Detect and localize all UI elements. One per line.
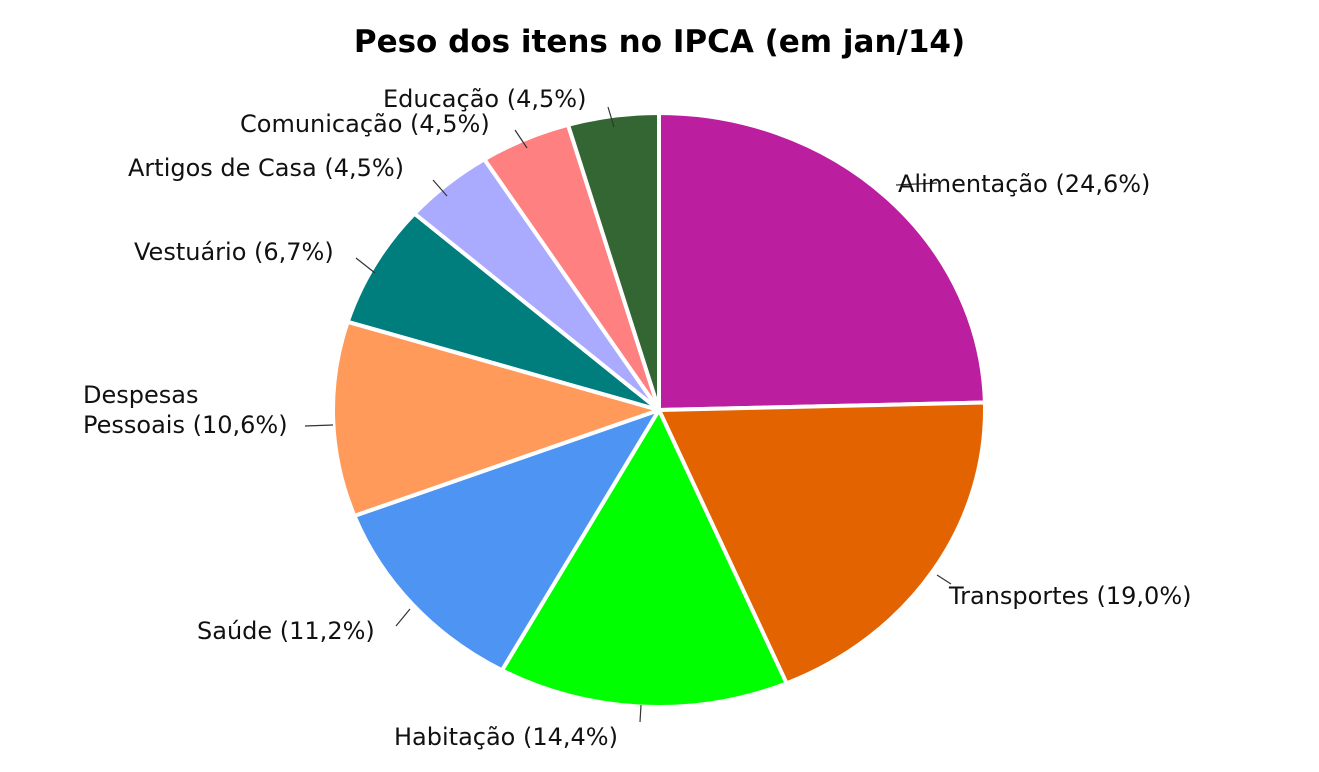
leader-line (304, 424, 334, 427)
leader-line (895, 182, 938, 186)
slice-label: Educação (4,5%) (383, 85, 586, 113)
slice-label: Saúde (11,2%) (197, 617, 375, 645)
slice-label: Comunicação (4,5%) (240, 110, 490, 138)
leader-line (432, 179, 448, 197)
slice-label: Vestuário (6,7%) (134, 238, 334, 266)
pie-slice-vestu-rio (345, 211, 661, 412)
slice-label: Alimentação (24,6%) (898, 170, 1150, 198)
pie-slice-alimenta-o (657, 111, 987, 412)
pie-slice-despesas-pessoais (331, 319, 661, 518)
pie-slice-habita-o (499, 408, 789, 709)
slice-label: Habitação (14,4%) (394, 723, 618, 751)
pie-slice-educa-o (566, 111, 661, 412)
leader-line (639, 704, 642, 723)
leader-line (936, 574, 952, 585)
pie-slice-sa-de (352, 408, 661, 673)
leader-line (395, 608, 411, 627)
leader-line (514, 129, 528, 149)
slice-label: Artigos de Casa (4,5%) (128, 154, 404, 182)
leader-line (355, 257, 376, 274)
slice-label: Transportes (19,0%) (948, 582, 1191, 610)
slice-label: Despesas Pessoais (10,6%) (83, 381, 288, 439)
pie-slice-transportes (657, 400, 987, 686)
leader-line (607, 106, 615, 128)
chart-title: Peso dos itens no IPCA (em jan/14) (353, 24, 966, 60)
